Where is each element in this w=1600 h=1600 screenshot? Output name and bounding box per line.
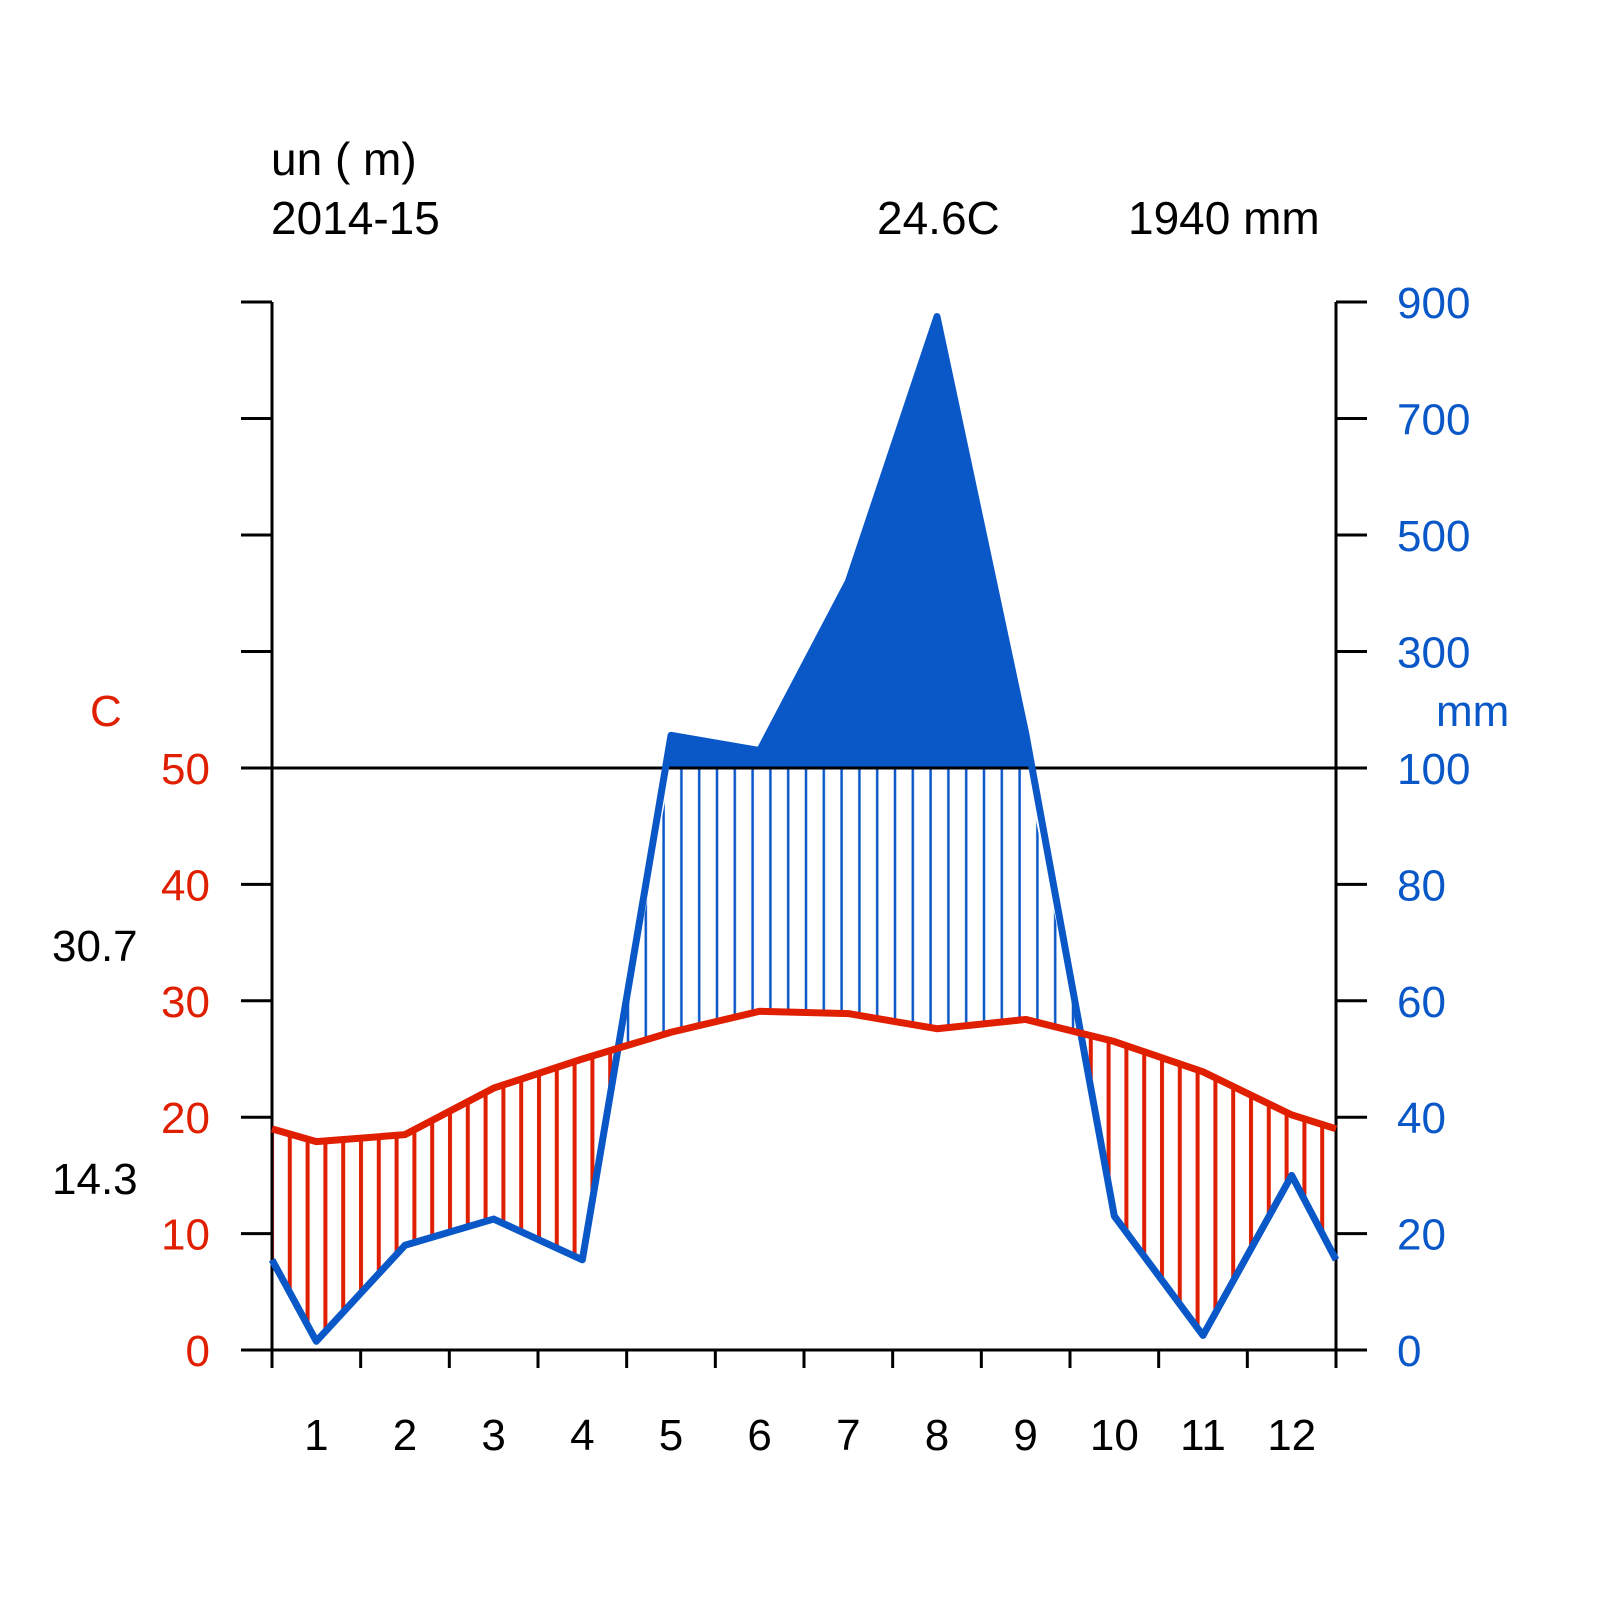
temp-tick-label: 40 <box>161 861 210 910</box>
precip-tick-label: 300 <box>1397 629 1470 678</box>
annual-precipitation: 1940 mm <box>1128 192 1320 244</box>
precip-tick-label: 20 <box>1397 1211 1446 1260</box>
axes <box>241 300 1367 1368</box>
humid-period-hatch <box>272 768 1336 1142</box>
precip-tick-label: 60 <box>1397 978 1446 1027</box>
month-label: 12 <box>1267 1411 1316 1460</box>
mean-temperature: 24.6C <box>877 192 1000 244</box>
month-label: 6 <box>747 1411 771 1460</box>
precip-tick-label: 80 <box>1397 861 1446 910</box>
month-label: 1 <box>304 1411 328 1460</box>
precip-excess-area <box>272 319 1336 768</box>
precip-tick-label: 100 <box>1397 745 1470 794</box>
month-label: 3 <box>481 1411 505 1460</box>
temp-axis-label: C <box>90 687 122 736</box>
arid-period-hatch <box>272 1011 1336 1341</box>
month-label: 4 <box>570 1411 594 1460</box>
month-label: 9 <box>1013 1411 1037 1460</box>
precip-tick-label: 500 <box>1397 512 1470 561</box>
month-label: 5 <box>659 1411 683 1460</box>
month-label: 11 <box>1180 1411 1226 1460</box>
period-label: 2014-15 <box>271 192 440 244</box>
month-label: 7 <box>836 1411 860 1460</box>
precip-tick-label: 40 <box>1397 1094 1446 1143</box>
precip-tick-label: 900 <box>1397 279 1470 328</box>
temp-tick-label: 50 <box>161 745 210 794</box>
month-label: 10 <box>1090 1411 1139 1460</box>
month-label: 2 <box>393 1411 417 1460</box>
data-lines <box>268 313 1340 1345</box>
temp-tick-label: 20 <box>161 1094 210 1143</box>
fill-areas <box>272 319 1336 1341</box>
station-title: un ( m) <box>271 133 417 185</box>
abs-max-temp-label: 30.7 <box>52 922 138 971</box>
precip-axis-label: mm <box>1436 687 1509 736</box>
precipitation-line <box>268 313 1340 1345</box>
precip-tick-label: 0 <box>1397 1327 1421 1376</box>
precip-tick-label: 700 <box>1397 396 1470 445</box>
temp-tick-label: 10 <box>161 1211 210 1260</box>
temp-tick-label: 30 <box>161 978 210 1027</box>
month-label: 8 <box>925 1411 949 1460</box>
abs-min-temp-label: 14.3 <box>52 1155 138 1204</box>
temp-tick-label: 0 <box>186 1327 210 1376</box>
temperature-line <box>271 1007 1338 1146</box>
